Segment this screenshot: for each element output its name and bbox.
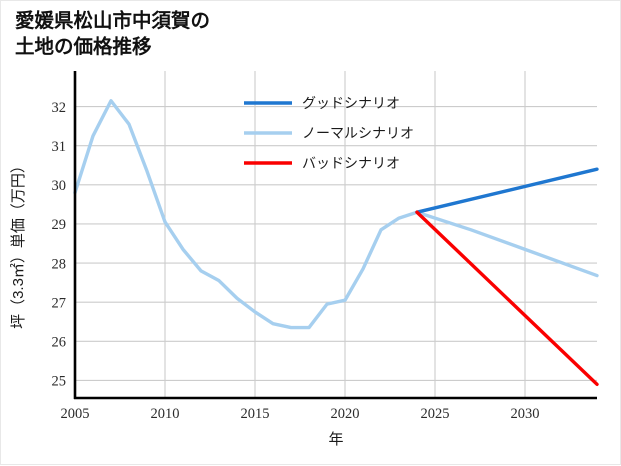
x-tick-label: 2005 [61, 406, 90, 422]
x-tick-label: 2025 [421, 406, 450, 422]
y-tick-label: 27 [52, 295, 67, 311]
legend-label: バッドシナリオ [302, 155, 400, 171]
x-tick-label: 2020 [331, 406, 360, 422]
series-line-good [415, 167, 599, 214]
y-tick-label: 25 [52, 374, 67, 390]
axis-titles: 年 坪（3.3㎡）単価（万円） [10, 158, 344, 448]
data-series-layer [73, 99, 599, 387]
y-tick-label: 32 [52, 100, 67, 116]
x-tick-label: 2030 [511, 406, 540, 422]
y-tick-label: 31 [52, 139, 67, 155]
y-tick-label: 28 [52, 256, 67, 272]
y-tick-label: 30 [52, 178, 67, 194]
grid-lines [75, 71, 597, 398]
x-tick-labels: 2005 2010 2015 2020 2025 2030 [61, 406, 540, 422]
series-line-normal [73, 99, 599, 330]
legend-label: グッドシナリオ [302, 95, 400, 111]
x-tick-label: 2010 [151, 406, 180, 422]
x-axis-title: 年 [328, 431, 343, 448]
legend-label: ノーマルシナリオ [302, 125, 414, 141]
y-tick-label: 29 [52, 217, 67, 233]
y-tick-labels: 25 26 27 28 29 30 31 32 [52, 100, 67, 390]
axis-lines [73, 71, 597, 400]
x-tick-label: 2015 [241, 406, 270, 422]
y-axis-title: 坪（3.3㎡）単価（万円） [10, 158, 27, 329]
page-title: 愛媛県松山市中須賀の 土地の価格推移 [15, 10, 211, 58]
series-line-bad [415, 210, 599, 387]
y-tick-label: 26 [52, 334, 67, 350]
